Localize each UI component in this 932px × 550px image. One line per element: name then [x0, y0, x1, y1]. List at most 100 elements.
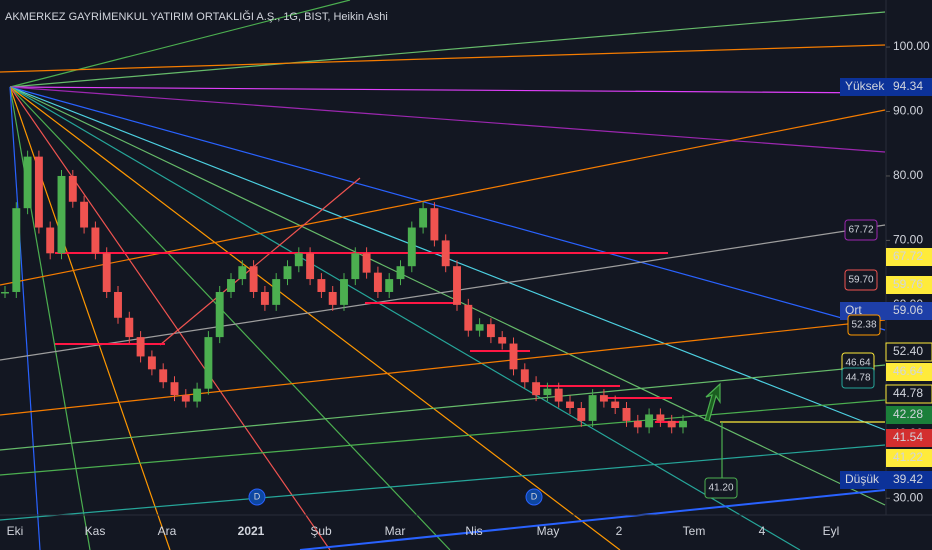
candle	[464, 304, 473, 331]
candle	[532, 382, 541, 396]
candle	[215, 291, 224, 338]
marker	[248, 488, 266, 506]
y-tick-label: 100.00	[893, 39, 930, 53]
annotation-box	[844, 269, 878, 291]
candle	[441, 240, 450, 267]
candle	[125, 317, 134, 338]
candle	[622, 408, 631, 421]
candle	[520, 369, 529, 383]
candle	[170, 382, 179, 396]
candle	[667, 420, 676, 428]
price-label-value: 44.78	[893, 386, 923, 400]
candle	[475, 324, 484, 331]
candle	[554, 388, 563, 402]
annotation-box	[847, 314, 881, 336]
price-label-tag: Düşük	[845, 472, 880, 486]
x-tick-label: 2	[616, 524, 623, 538]
candle	[34, 156, 43, 228]
annotation-box	[841, 367, 875, 389]
candle	[656, 414, 665, 421]
x-tick-label: Nis	[465, 524, 482, 538]
candle	[577, 408, 586, 421]
price-label-box	[886, 248, 932, 266]
price-label-tag: Yüksek	[845, 79, 885, 93]
x-tick-label: Mar	[385, 524, 406, 538]
candle	[396, 266, 405, 280]
candle	[12, 208, 21, 292]
candle	[147, 356, 156, 370]
candle	[80, 201, 89, 228]
price-label-box	[886, 363, 932, 381]
candle	[91, 227, 100, 254]
candle	[407, 227, 416, 267]
price-label-box	[886, 429, 932, 447]
price-label-box	[885, 384, 932, 404]
x-tick-label: Eki	[7, 524, 24, 538]
candle	[351, 253, 360, 280]
candle	[430, 208, 439, 241]
candle	[385, 279, 394, 292]
annotation-box	[704, 477, 738, 499]
annotation: 41.20	[708, 483, 733, 494]
candle	[373, 272, 382, 292]
price-label-box	[885, 342, 932, 362]
candle	[227, 279, 235, 292]
candle	[136, 337, 145, 357]
annotation: 67.72	[848, 225, 873, 236]
y-tick-label: 30.00	[893, 490, 923, 504]
candle	[486, 324, 495, 338]
x-tick-label: Ara	[158, 524, 177, 538]
candle	[260, 291, 269, 305]
candle	[23, 156, 32, 209]
candle	[588, 395, 597, 421]
x-tick-label: May	[537, 524, 560, 538]
candle	[159, 369, 168, 383]
price-label-value: 42.28	[893, 407, 923, 421]
y-tick-label: 90.00	[893, 104, 923, 118]
price-label-box	[886, 449, 932, 467]
candle	[204, 337, 213, 389]
price-label-value: 41.54	[893, 430, 923, 444]
candle	[181, 395, 190, 402]
candle	[498, 337, 507, 344]
candle	[611, 401, 620, 409]
y-tick-label: 80.00	[893, 168, 923, 182]
annotation: 59.70	[848, 275, 873, 286]
drawings	[0, 0, 886, 550]
price-label-box	[886, 406, 932, 424]
candle	[679, 420, 687, 428]
candle	[249, 266, 258, 292]
price-label-box	[840, 471, 932, 489]
annotation: 52.38	[851, 320, 876, 331]
candle	[68, 175, 77, 202]
candle	[102, 253, 111, 292]
price-label-value: 46.64	[893, 364, 923, 378]
price-label-value: 59.06	[893, 303, 923, 317]
price-label-box	[886, 276, 932, 294]
candle	[317, 279, 326, 292]
price-label-value: 41.22	[893, 450, 923, 464]
price-label-box	[840, 78, 932, 96]
price-label-value: 52.40	[893, 344, 923, 358]
marker	[525, 488, 543, 506]
marker-label: D	[531, 491, 538, 501]
price-label-value: 67.72	[893, 249, 923, 263]
candle	[1, 291, 9, 294]
price-label-value: 39.42	[893, 472, 923, 486]
candle	[543, 388, 552, 396]
candle	[193, 388, 202, 402]
candle	[46, 227, 55, 254]
x-tick-label: Eyl	[823, 524, 840, 538]
marker-label: D	[254, 491, 261, 501]
chart-title: AKMERKEZ GAYRİMENKUL YATIRIM ORTAKLIĞI A…	[5, 10, 388, 23]
candle	[419, 208, 428, 228]
candle	[362, 253, 371, 273]
x-tick-label: 2021	[238, 524, 265, 538]
candle	[328, 291, 337, 305]
candle	[633, 420, 642, 428]
x-tick-label: Şub	[310, 524, 332, 538]
candle	[645, 414, 654, 428]
x-tick-label: Tem	[683, 524, 706, 538]
candle	[453, 266, 461, 305]
